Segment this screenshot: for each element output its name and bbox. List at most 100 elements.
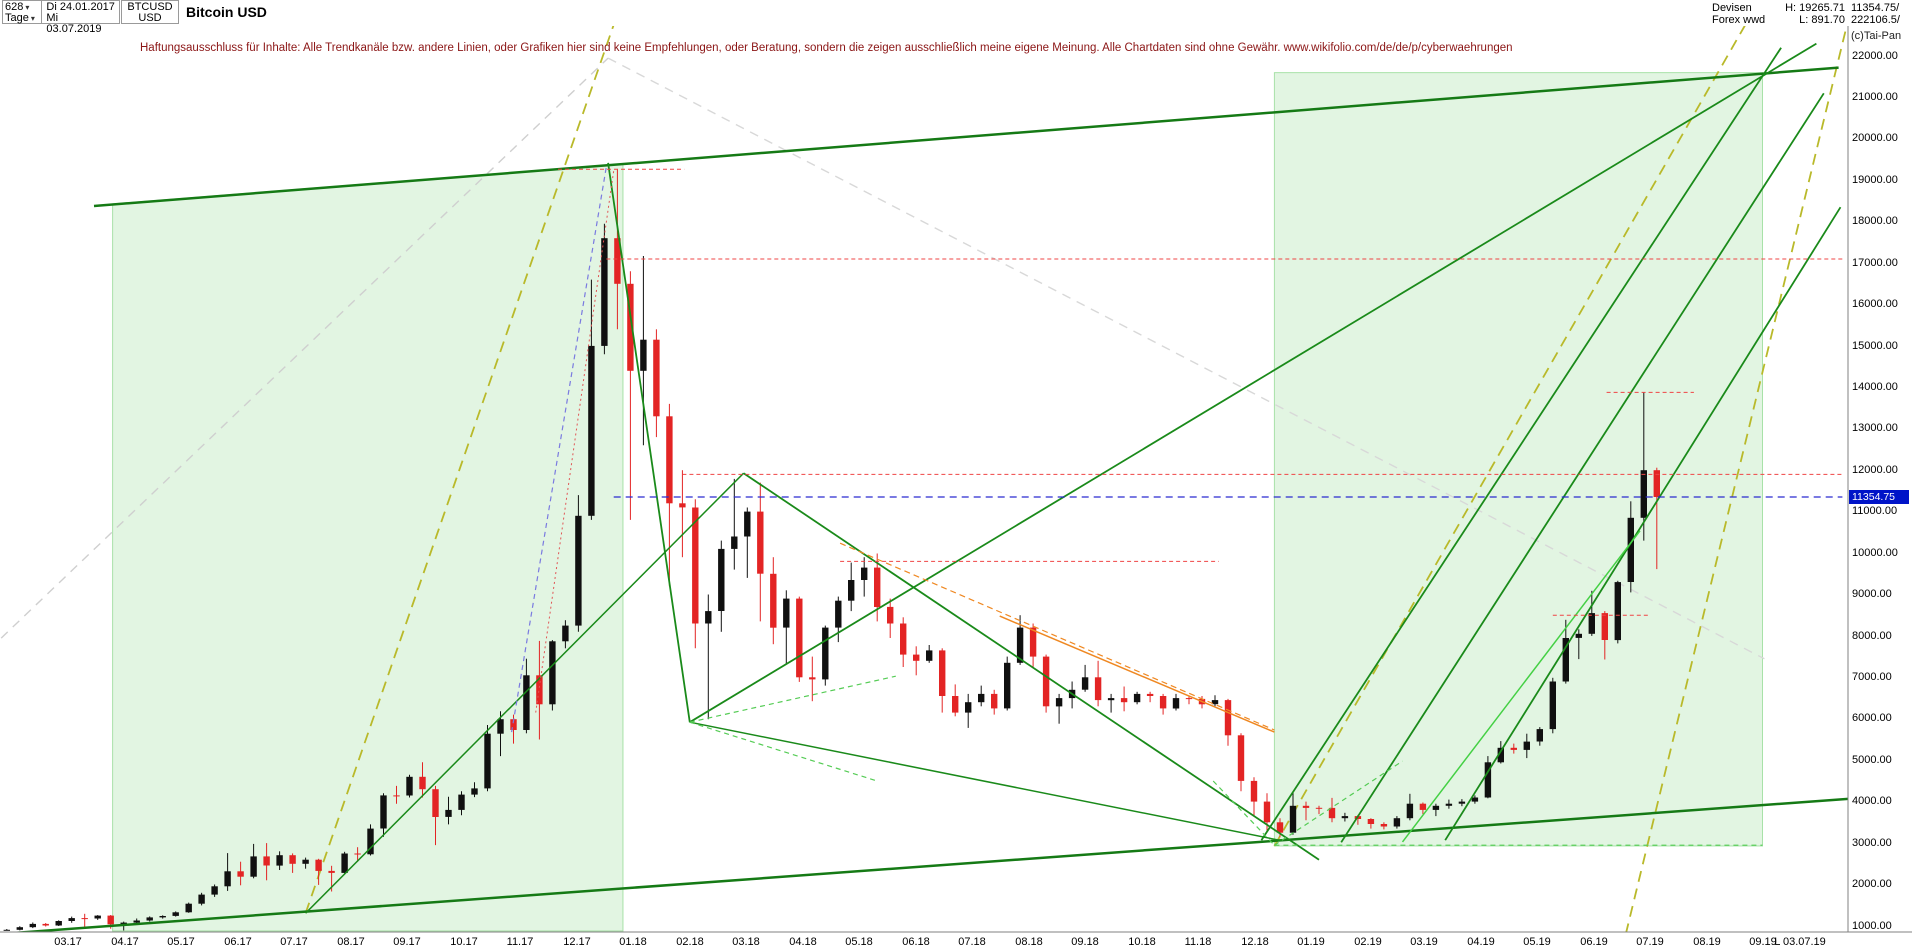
- support-2017-trendline: [305, 472, 745, 914]
- candle-body: [29, 923, 36, 928]
- time-axis-label: 06.18: [902, 936, 930, 948]
- candle-body: [835, 600, 842, 628]
- candle-body: [1458, 801, 1466, 804]
- candle-body: [445, 809, 452, 817]
- time-axis-label: 10.17: [450, 936, 478, 948]
- candle-body: [549, 641, 556, 705]
- candle-body: [926, 650, 933, 661]
- candle-body: [1276, 822, 1284, 833]
- candle-body: [536, 675, 543, 705]
- price-axis-label: 10000.00: [1852, 547, 1898, 559]
- price-axis-label: 18000.00: [1852, 215, 1898, 227]
- date-from: Di 24.01.2017: [46, 1, 115, 13]
- price-axis-label: 7000.00: [1852, 671, 1892, 683]
- candle-body: [614, 238, 621, 284]
- candle-body: [68, 918, 75, 921]
- candle-body: [796, 598, 803, 678]
- candle-body: [393, 795, 400, 797]
- candle-body: [1328, 807, 1336, 819]
- time-axis-label: 07.19: [1636, 936, 1664, 948]
- candle-body: [1562, 638, 1569, 682]
- candle-body: [341, 853, 348, 873]
- candle-body: [185, 903, 192, 913]
- candle-body: [627, 283, 634, 371]
- symbol-box[interactable]: BTCUSD USD: [121, 0, 179, 24]
- candle-body: [575, 515, 582, 626]
- parabola-2017-red-trendline: [535, 170, 615, 713]
- candle-body: [1653, 470, 1660, 497]
- time-axis-label: 02.19: [1354, 936, 1382, 948]
- range-low: L: 891.70: [1799, 14, 1845, 26]
- time-axis-label: 05.19: [1523, 936, 1551, 948]
- time-axis-label: 03.18: [732, 936, 760, 948]
- candle-body: [1055, 698, 1063, 707]
- time-axis-label: 04.17: [111, 936, 139, 948]
- bars-count-value: 628: [5, 1, 24, 13]
- time-axis-label: 05.18: [845, 936, 873, 948]
- candle-body: [939, 650, 946, 696]
- candle-body: [276, 855, 283, 866]
- candle-body: [484, 733, 491, 789]
- time-axis-label: 06.17: [224, 936, 252, 948]
- chevron-down-icon: ▾: [30, 14, 35, 23]
- downtrend-orange-dashed-trendline: [839, 542, 1275, 731]
- candle-body: [874, 567, 881, 607]
- candle-body: [952, 696, 959, 713]
- candle-body: [861, 567, 868, 580]
- candle-body: [1575, 633, 1582, 638]
- low-fan-b-trendline: [1274, 760, 1403, 846]
- candle-body: [1237, 735, 1245, 781]
- gray-channel-up-trendline: [0, 57, 609, 639]
- candle-body: [224, 871, 231, 887]
- candle-body: [198, 894, 205, 904]
- candle-body: [1029, 627, 1037, 657]
- candle-body: [458, 794, 465, 810]
- candle-body: [159, 916, 166, 918]
- parabolic-2019-c-trendline: [1444, 206, 1842, 841]
- copyright-label: (c)Tai-Pan: [1851, 30, 1902, 42]
- timeframe-dropdown[interactable]: Tage ▾: [5, 13, 39, 24]
- instrument-title: Bitcoin USD: [186, 4, 267, 20]
- price-axis-label: 8000.00: [1852, 630, 1892, 642]
- candle-body: [1484, 762, 1492, 798]
- candle-body: [1432, 805, 1440, 810]
- candle-body: [328, 870, 335, 873]
- fan-up-dashed-trendline: [689, 675, 896, 723]
- time-axis-label: 01.18: [619, 936, 647, 948]
- candle-body: [1159, 696, 1167, 709]
- crash-line-2018-trendline: [607, 162, 691, 723]
- timeframe-value: Tage: [5, 12, 29, 24]
- price-axis-label: 19000.00: [1852, 174, 1898, 186]
- upper-channel-trendline: [93, 66, 1839, 208]
- candle-body: [1419, 803, 1427, 810]
- price-axis-label: 9000.00: [1852, 588, 1892, 600]
- candle-body: [1406, 803, 1414, 819]
- date-to: Mi 03.07.2019: [46, 12, 102, 35]
- high-low-block: H: 19265.71 L: 891.70: [1762, 2, 1845, 26]
- candle-body: [653, 339, 660, 417]
- candle-body: [1172, 698, 1180, 709]
- price-axis-label: 15000.00: [1852, 340, 1898, 352]
- candle-body: [471, 788, 478, 795]
- last-price-text: 11354.75/: [1851, 2, 1900, 14]
- candle-body: [1094, 677, 1102, 701]
- price-axis-label: 4000.00: [1852, 795, 1892, 807]
- candle-body: [978, 693, 985, 703]
- candle-body: [1185, 698, 1193, 700]
- candle-body: [1016, 627, 1024, 663]
- bars-count-dropdown[interactable]: 628 ▾: [5, 2, 39, 13]
- parabolic-2019-b-trendline: [1340, 92, 1825, 843]
- candle-body: [1120, 698, 1128, 703]
- candle-body: [640, 339, 647, 371]
- fan-down-dashed-trendline: [689, 721, 878, 782]
- time-axis-label: 01.19: [1297, 936, 1325, 948]
- time-axis-label: 09.18: [1071, 936, 1099, 948]
- candle-body: [1549, 681, 1556, 730]
- time-axis-label: 08.19: [1693, 936, 1721, 948]
- candle-body: [94, 915, 101, 919]
- range-box: 628 ▾ Tage ▾ Di 24.01.2017 Mi 03.07.2019: [2, 0, 120, 35]
- candle-body: [887, 606, 894, 624]
- accel-2019-dashed-trendline: [1273, 26, 1746, 847]
